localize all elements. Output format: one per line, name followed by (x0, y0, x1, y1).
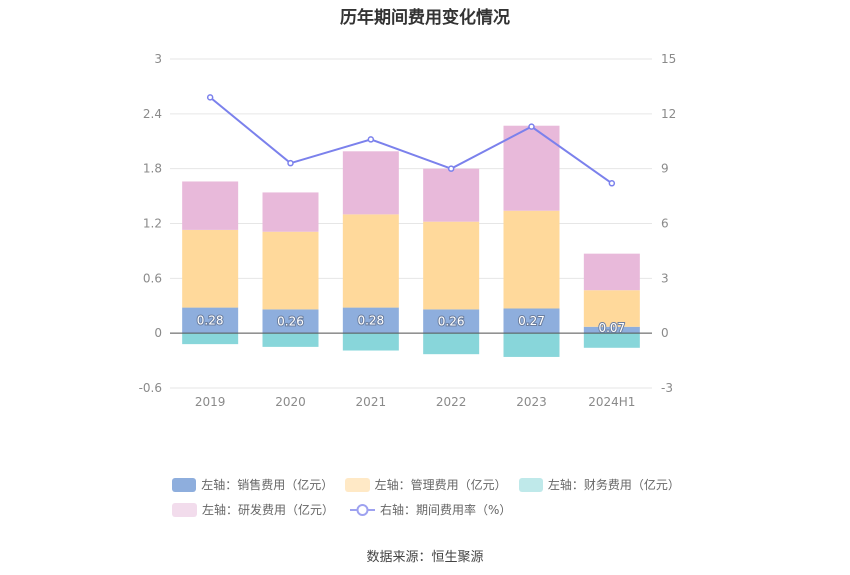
x-axis-tick: 2024H1 (588, 395, 635, 409)
source-note: 数据来源：恒生聚源 (366, 550, 484, 565)
legend-item-admin[interactable]: 左轴：管理费用（亿元） (345, 476, 507, 493)
right-axis-tick: 12 (661, 107, 676, 121)
legend-item-finance[interactable]: 左轴：财务费用（亿元） (518, 476, 680, 493)
bar-finance (503, 333, 560, 357)
legend-label-rnd: 左轴：研发费用（亿元） (202, 503, 335, 517)
legend-label-admin: 左轴：管理费用（亿元） (374, 478, 507, 492)
bar-admin (182, 229, 239, 308)
bar-admin (262, 231, 319, 310)
data-label-sales: 0.28 (357, 313, 384, 327)
bar-rnd (503, 125, 560, 211)
data-label-sales: 0.28 (197, 313, 224, 327)
legend-swatch-rnd (172, 502, 197, 517)
legend-item-sales[interactable]: 左轴：销售费用（亿元） (172, 476, 334, 493)
bar-rnd (583, 253, 640, 291)
bar-rnd (182, 181, 239, 230)
bar-finance (342, 333, 399, 351)
bar-finance (262, 333, 319, 347)
bar-sales (423, 309, 480, 334)
bar-finance (583, 333, 640, 348)
bar-finance (423, 333, 480, 355)
grid-lines (170, 58, 652, 389)
left-axis-tick: 1.2 (143, 217, 162, 231)
data-label-sales: 0.26 (277, 314, 304, 328)
bar-finance (182, 333, 239, 345)
rate-line-series (206, 94, 616, 187)
legend-label-finance: 左轴：财务费用（亿元） (547, 478, 680, 492)
rate-point (447, 165, 455, 172)
chart-title: 历年期间费用变化情况 (340, 8, 510, 28)
bar-admin (583, 290, 640, 327)
data-labels: 0.28 0.26 0.28 0.26 0.27 0.07 (196, 312, 626, 336)
legend-line-marker-icon (350, 503, 376, 516)
legend-swatch-finance (518, 477, 543, 492)
left-axis-tick: 0.6 (143, 271, 162, 285)
data-label-sales: 0.26 (438, 314, 465, 328)
x-axis-ticks: 2019 2020 2021 2022 2023 2024H1 (195, 395, 636, 409)
left-axis-tick: -0.6 (139, 381, 162, 395)
x-axis-tick: 2019 (195, 395, 226, 409)
x-axis-tick: 2021 (356, 395, 387, 409)
bar-rnd (342, 151, 399, 215)
legend-label-rate: 右轴：期间费用率（%） (380, 503, 512, 517)
rate-point (528, 123, 535, 130)
legend: 左轴：销售费用（亿元） 左轴：管理费用（亿元） 左轴：财务费用（亿元） 左轴：研… (172, 472, 692, 522)
bar-sales (262, 309, 319, 334)
rate-point (608, 180, 616, 187)
right-axis-tick: 15 (661, 52, 676, 66)
left-axis-tick: 3 (154, 52, 162, 66)
right-axis-tick: 9 (661, 162, 669, 176)
x-axis-tick: 2022 (436, 395, 467, 409)
right-axis-tick: 3 (661, 271, 669, 285)
bar-sales (182, 307, 239, 334)
right-axis-tick: 6 (661, 217, 669, 231)
bar-sales (503, 308, 560, 334)
x-axis-tick: 2023 (516, 395, 547, 409)
rate-point (206, 94, 214, 101)
data-label-sales: 0.27 (518, 314, 545, 328)
left-axis-tick: 2.4 (143, 107, 162, 121)
bar-sales (342, 307, 399, 334)
rate-line (209, 96, 613, 185)
legend-swatch-admin (345, 477, 370, 492)
right-axis-tick: 0 (661, 326, 669, 340)
left-axis-ticks: -0.6 0 0.6 1.2 1.8 2.4 3 (139, 52, 162, 395)
bar-sales (583, 326, 640, 334)
bar-series (182, 125, 640, 357)
right-axis-tick: -3 (661, 381, 673, 395)
data-label-sales: 0.07 (598, 321, 625, 335)
rate-point (287, 159, 294, 167)
bar-admin (423, 221, 480, 310)
bar-admin (342, 214, 399, 308)
legend-label-sales: 左轴：销售费用（亿元） (201, 478, 334, 492)
right-axis-ticks: -3 0 3 6 9 12 15 (661, 52, 676, 395)
left-axis-tick: 0 (154, 326, 162, 340)
legend-swatch-sales (172, 477, 197, 492)
left-axis-tick: 1.8 (143, 162, 162, 176)
bar-rnd (423, 168, 480, 222)
legend-item-rate[interactable]: 右轴：期间费用率（%） (350, 501, 511, 518)
x-axis-tick: 2020 (275, 395, 306, 409)
rate-point (367, 136, 375, 143)
legend-item-rnd[interactable]: 左轴：研发费用（亿元） (172, 501, 334, 518)
bar-rnd (262, 192, 319, 232)
bar-admin (503, 210, 560, 309)
